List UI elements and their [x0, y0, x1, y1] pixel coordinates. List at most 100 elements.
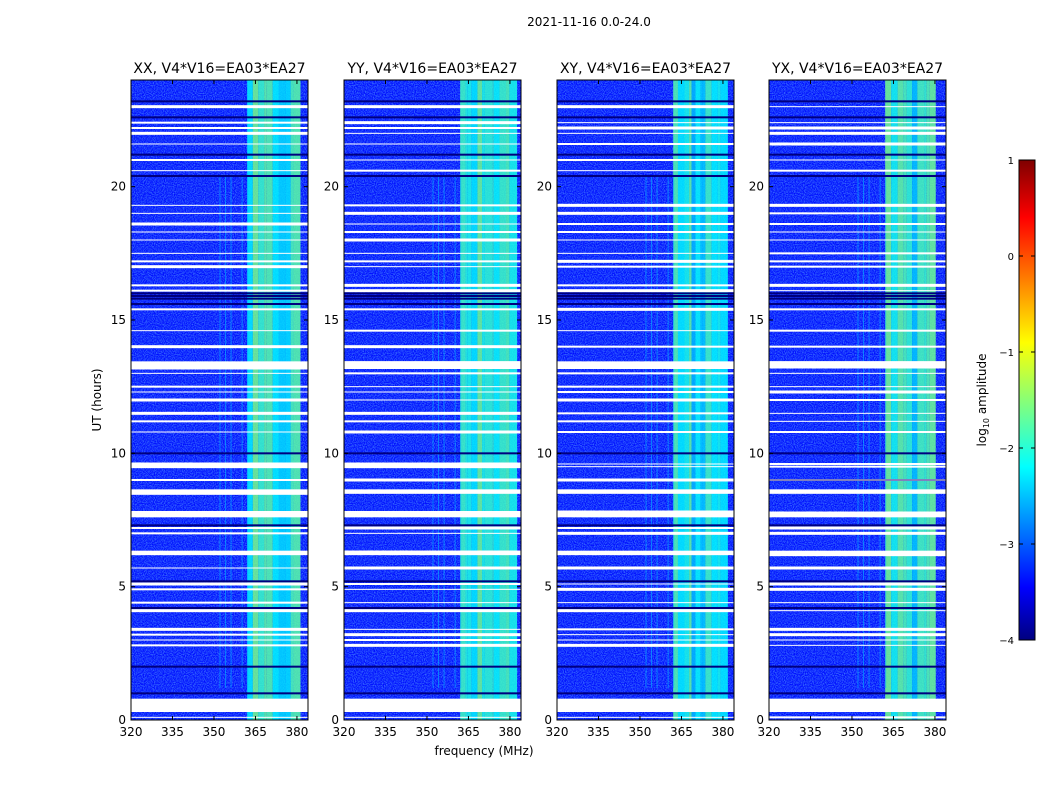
dark-row: [131, 295, 308, 297]
dark-row: [769, 524, 946, 527]
dark-row: [344, 692, 521, 695]
dark-row: [131, 116, 308, 119]
flagged-row: [344, 478, 521, 482]
x-tick-label: 350: [416, 725, 439, 739]
flagged-row: [557, 132, 734, 134]
panel-xy: XY, V4*V16=EA03*EA27 320 335 350 365 380 0 5 10 1…: [537, 61, 735, 739]
flagged-row: [131, 644, 308, 647]
dark-row: [344, 607, 521, 609]
dark-row: [131, 524, 308, 527]
flagged-row: [344, 345, 521, 349]
flagged-row: [131, 170, 308, 172]
colorbar-label: log10 amplitude: [975, 354, 991, 447]
flagged-row: [344, 526, 521, 530]
flagged-row: [131, 527, 308, 529]
dark-row: [131, 303, 308, 305]
flagged-row: [769, 716, 946, 719]
dark-row: [131, 607, 308, 609]
colorbar-tick-label: −2: [999, 444, 1014, 455]
flagged-row: [131, 391, 308, 393]
x-tick-label: 335: [587, 725, 610, 739]
flagged-row: [344, 609, 521, 613]
flagged-block: [131, 698, 308, 712]
flagged-row: [131, 420, 308, 423]
flagged-row: [557, 372, 734, 375]
flagged-row: [557, 289, 734, 293]
flagged-row: [344, 105, 521, 109]
flagged-row: [557, 463, 734, 465]
x-tick-label: 365: [882, 725, 905, 739]
flagged-row: [557, 170, 734, 172]
flagged-row: [344, 211, 521, 215]
dark-row: [769, 292, 946, 295]
dark-row: [769, 100, 946, 103]
dark-row: [769, 153, 946, 156]
y-tick-label: 5: [118, 580, 126, 594]
flagged-row: [557, 634, 734, 636]
flagged-row: [131, 532, 308, 535]
flagged-row: [557, 583, 734, 585]
colorbar: log10 amplitude 1 0 −1 −2 −3 −4: [975, 156, 1036, 647]
heatmap-image: [131, 80, 308, 720]
dark-row: [131, 692, 308, 695]
dark-row: [344, 116, 521, 119]
flagged-row: [344, 532, 521, 534]
flagged-row: [344, 223, 521, 225]
dark-row: [769, 452, 946, 455]
dark-row: [769, 607, 946, 609]
flagged-block: [769, 512, 946, 518]
x-tick-label: 320: [758, 725, 781, 739]
dark-row: [344, 100, 521, 103]
flagged-row: [769, 122, 946, 124]
flagged-row: [769, 260, 946, 263]
flagged-row: [344, 639, 521, 641]
flagged-row: [769, 290, 946, 292]
panel-title: XX, V4*V16=EA03*EA27: [133, 61, 305, 77]
y-tick-label: 5: [544, 580, 552, 594]
flagged-row: [557, 431, 734, 433]
dark-row: [557, 116, 734, 119]
flagged-row: [344, 588, 521, 590]
panel-title: YY, V4*V16=EA03*EA27: [346, 61, 517, 77]
flagged-row: [557, 412, 734, 415]
dark-row: [131, 153, 308, 156]
flagged-row: [131, 260, 308, 263]
heatmap-image: [344, 80, 521, 720]
flagged-row: [557, 330, 734, 332]
panel-frame: [343, 79, 522, 721]
dark-row: [344, 153, 521, 156]
flagged-row: [557, 345, 734, 348]
flagged-row: [131, 431, 308, 433]
flagged-row: [557, 602, 734, 604]
flagged-row: [131, 372, 308, 374]
dark-row: [344, 175, 521, 177]
flagged-row: [131, 239, 308, 241]
flagged-row: [557, 239, 734, 241]
y-tick-label: 15: [537, 313, 552, 327]
x-axis-label: frequency (MHz): [434, 744, 533, 758]
flagged-block: [344, 512, 521, 518]
flagged-row: [769, 329, 946, 332]
flagged-row: [769, 126, 946, 130]
y-tick-label: 15: [111, 313, 126, 327]
flagged-row: [769, 131, 946, 135]
y-tick-label: 0: [331, 713, 339, 727]
flagged-row: [557, 478, 734, 482]
x-tick-label: 320: [546, 725, 569, 739]
flagged-row: [344, 430, 521, 434]
flagged-block: [557, 698, 734, 712]
flagged-row: [769, 526, 946, 530]
flagged-row: [344, 716, 521, 718]
flagged-row: [557, 159, 734, 161]
dark-row: [344, 524, 521, 527]
dark-row: [344, 303, 521, 305]
flagged-row: [344, 260, 521, 263]
flagged-row: [344, 420, 521, 423]
flagged-row: [344, 283, 521, 287]
flagged-row: [769, 463, 946, 465]
y-tick-label: 20: [749, 180, 764, 194]
dark-row: [131, 100, 308, 103]
flagged-row: [344, 628, 521, 630]
panels: XX, V4*V16=EA03*EA27 320 335 350 365 380 0 5 10 1…: [111, 61, 947, 739]
